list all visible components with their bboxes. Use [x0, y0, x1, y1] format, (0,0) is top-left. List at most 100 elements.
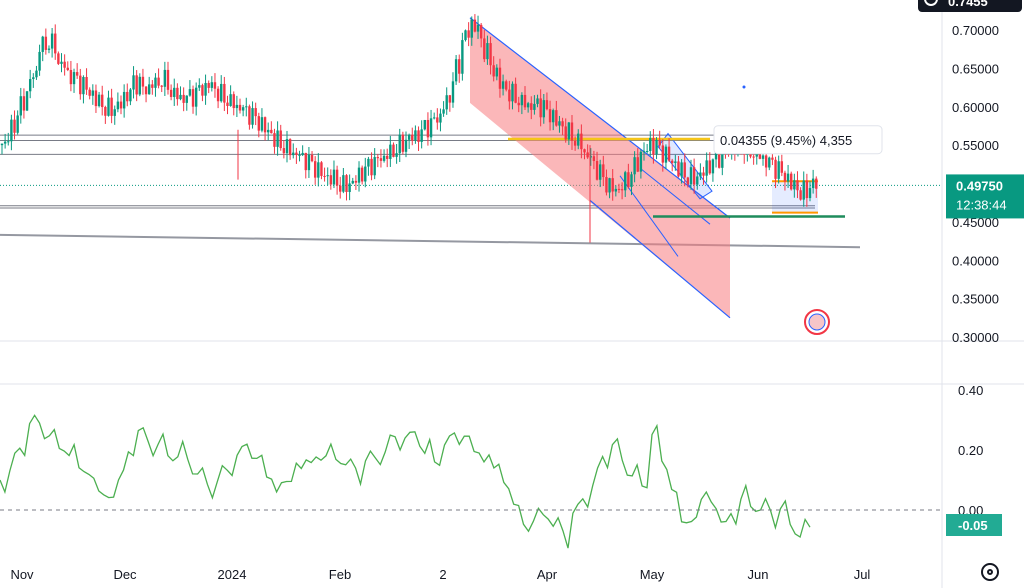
candle-body — [620, 189, 624, 191]
candle-body — [598, 164, 602, 180]
candle-body — [54, 33, 57, 54]
candle-body — [558, 121, 561, 126]
candle-body — [768, 157, 771, 168]
price-tick: 0.70000 — [952, 23, 999, 38]
candle-body — [811, 178, 815, 189]
gear-icon[interactable] — [981, 563, 999, 581]
candle-body — [126, 91, 129, 102]
price-tick: 0.45000 — [952, 215, 999, 230]
candle-body — [545, 100, 549, 110]
candle-body — [501, 81, 505, 89]
candle-body — [263, 117, 267, 133]
candle-body — [470, 19, 473, 38]
candle-body — [364, 166, 367, 182]
candle-body — [752, 156, 755, 158]
time-axis-label: Jun — [748, 567, 769, 582]
candle-body — [132, 75, 135, 90]
candle-body — [245, 106, 248, 108]
candle-body — [489, 43, 492, 66]
price-tick: 0.55000 — [952, 138, 999, 153]
candle-body — [404, 139, 408, 152]
candle-body — [667, 146, 671, 161]
candle-body — [41, 36, 44, 52]
candle-body — [166, 69, 170, 90]
time-axis-label: May — [640, 567, 665, 582]
candle-body — [320, 162, 323, 176]
candle-body — [304, 152, 307, 171]
candle-body — [335, 169, 339, 186]
candle-body — [147, 84, 151, 95]
candle-body — [389, 144, 392, 159]
candle-body — [605, 177, 608, 193]
candle-body — [495, 67, 499, 77]
candle-body — [555, 110, 558, 126]
candle-body — [483, 38, 486, 60]
candle-body — [342, 175, 345, 192]
candle-body — [129, 89, 132, 102]
candle-body — [639, 151, 643, 172]
candle-body — [122, 91, 126, 109]
candle-body — [721, 149, 724, 168]
candle-body — [295, 152, 298, 155]
candle-body — [398, 134, 401, 154]
candle-body — [426, 119, 430, 138]
candle-body — [808, 188, 812, 199]
candle-body — [138, 76, 141, 95]
candle-body — [292, 152, 295, 156]
candle-body — [10, 119, 13, 142]
candle-body — [783, 172, 787, 182]
candle-body — [75, 72, 79, 76]
candle-body — [257, 116, 261, 131]
candle-body — [135, 75, 138, 95]
candle-body — [235, 104, 239, 109]
channel-upper-line — [469, 17, 731, 219]
candle-body — [94, 90, 98, 107]
candle-body — [282, 148, 286, 154]
candle-body — [561, 121, 564, 127]
candle-body — [805, 180, 809, 199]
candle-body — [104, 107, 107, 116]
candle-body — [674, 161, 677, 163]
candle-body — [551, 110, 555, 123]
us-flag-icon — [808, 313, 826, 331]
candle-body — [0, 143, 4, 146]
candle-body — [630, 174, 633, 187]
candle-body — [223, 83, 226, 103]
candle-body — [176, 87, 179, 100]
time-axis-label: Feb — [329, 567, 351, 582]
candle-body — [454, 59, 458, 82]
candle-body — [586, 152, 589, 158]
candle-body — [13, 119, 16, 133]
candle-body — [642, 151, 646, 153]
candle-body — [16, 115, 19, 133]
indicator-tick: 0.40 — [958, 383, 983, 398]
candle-body — [505, 81, 508, 90]
symbol-price-label: 0.7455 — [948, 0, 988, 9]
candle-body — [182, 94, 185, 103]
candle-body — [35, 70, 38, 78]
candle-body — [570, 122, 574, 141]
time-axis-label: 2 — [439, 567, 446, 582]
candle-body — [815, 178, 818, 189]
symbol-price-button[interactable]: 0.7455 — [918, 0, 1022, 12]
candle-body — [72, 72, 76, 85]
trend-line — [0, 233, 861, 249]
candle-body — [407, 134, 411, 140]
candle-body — [63, 61, 66, 68]
candle-body — [530, 103, 533, 110]
candle-body — [141, 76, 145, 87]
candle-body — [539, 98, 542, 118]
candle-body — [329, 175, 333, 185]
candle-body — [467, 30, 470, 38]
candle-body — [357, 167, 361, 183]
candle-body — [520, 94, 524, 106]
candle-body — [267, 129, 270, 133]
candle-body — [451, 81, 455, 103]
clock-icon — [924, 0, 938, 6]
candle-body — [479, 24, 483, 39]
candle-body — [696, 176, 699, 185]
candle-body — [251, 108, 254, 125]
candle-body — [260, 117, 264, 131]
candle-body — [511, 83, 514, 102]
